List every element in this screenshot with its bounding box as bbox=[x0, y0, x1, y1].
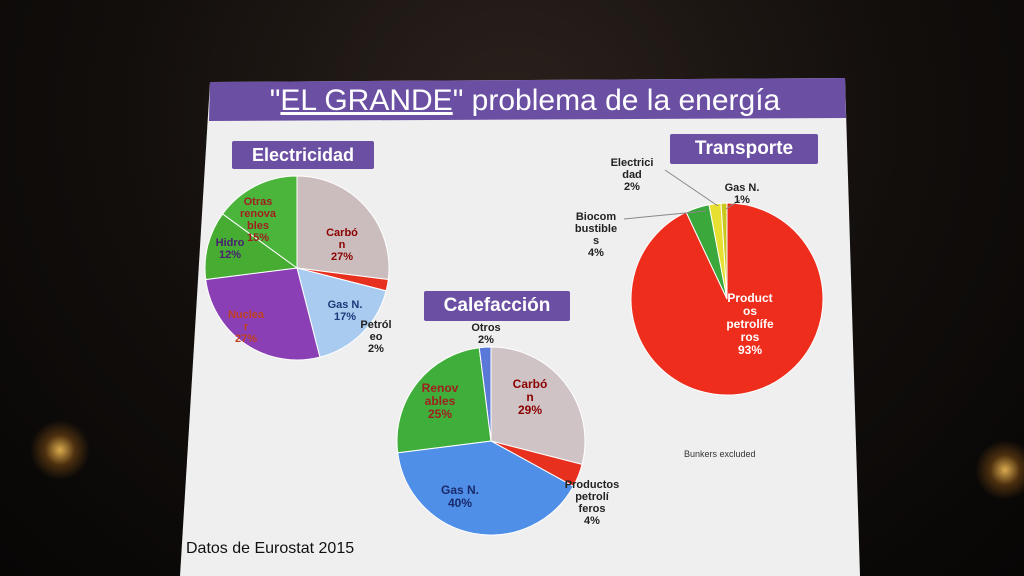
pie-slice-electricidad-3 bbox=[205, 267, 321, 361]
data-label-electricidad-0: Carbó n 27% bbox=[326, 227, 358, 263]
slide-title: "EL GRANDE" problema de la energía bbox=[269, 84, 781, 117]
title-bar bbox=[209, 78, 846, 121]
pie-slice-calefaccion-2 bbox=[397, 440, 575, 536]
chart-title-transporte: Transporte bbox=[670, 134, 818, 164]
bunkers-note: Bunkers excluded bbox=[684, 449, 756, 459]
pie-slice-calefaccion-3 bbox=[396, 347, 492, 454]
pie-slice-electricidad-5 bbox=[221, 175, 298, 269]
data-label-electricidad-5: Otras renova bles 15% bbox=[240, 196, 277, 244]
data-label-calefaccion-1: Productos petrolí feros 4% bbox=[565, 479, 619, 527]
leader-line-transporte-2 bbox=[725, 199, 741, 210]
data-label-transporte-0: Product os petrolífe ros 93% bbox=[726, 291, 774, 357]
data-label-electricidad-2: Gas N. 17% bbox=[328, 299, 363, 323]
data-label-calefaccion-0: Carbó n 29% bbox=[513, 377, 548, 417]
data-source: Datos de Eurostat 2015 bbox=[186, 540, 355, 557]
data-label-electricidad-3: Nuclea r 27% bbox=[228, 309, 265, 345]
chart-title-electricidad: Electricidad bbox=[232, 141, 374, 169]
pie-slice-electricidad-0 bbox=[296, 175, 390, 281]
leader-line-transporte-0 bbox=[623, 210, 707, 220]
data-label-transporte-3: Gas N. 1% bbox=[725, 182, 760, 206]
pie-slice-calefaccion-4 bbox=[478, 346, 492, 442]
data-label-calefaccion-2: Gas N. 40% bbox=[441, 483, 479, 510]
data-label-calefaccion-4: Otros 2% bbox=[471, 322, 500, 346]
chandelier-light-right bbox=[975, 440, 1024, 500]
pie-slice-calefaccion-0 bbox=[490, 346, 586, 465]
data-label-electricidad-4: Hidro 12% bbox=[216, 237, 245, 261]
leader-line-transporte-1 bbox=[664, 169, 719, 207]
pie-slice-electricidad-2 bbox=[296, 267, 387, 358]
pie-slice-electricidad-4 bbox=[204, 213, 299, 281]
data-label-electricidad-1: Petról eo 2% bbox=[360, 319, 391, 355]
chart-title-calefaccion: Calefacción bbox=[424, 291, 570, 321]
data-label-transporte-2: Electrici dad 2% bbox=[611, 157, 654, 193]
data-label-calefaccion-3: Renov ables 25% bbox=[422, 381, 459, 421]
chandelier-light-left bbox=[30, 420, 90, 480]
data-label-transporte-1: Biocom bustible s 4% bbox=[575, 211, 617, 259]
pie-slice-transporte-3 bbox=[720, 202, 728, 300]
